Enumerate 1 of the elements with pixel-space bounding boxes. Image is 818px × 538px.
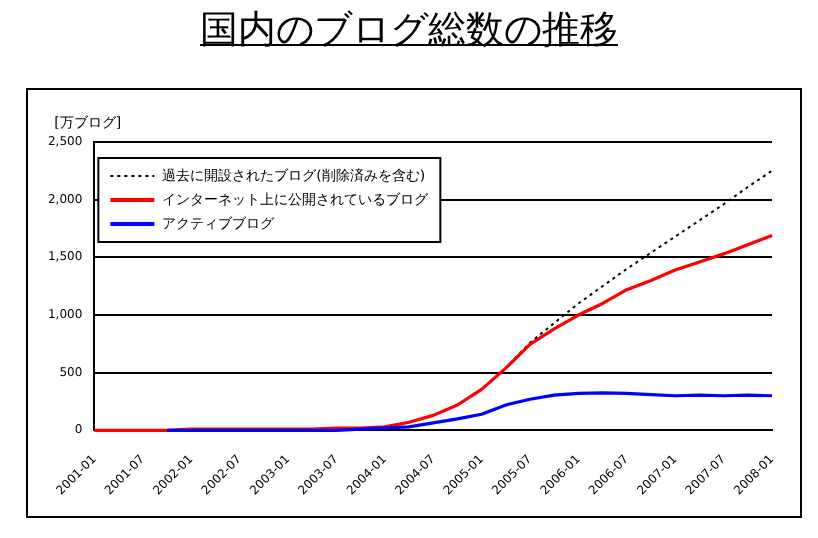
chart-title: 国内のブログ総数の推移 xyxy=(200,8,618,52)
